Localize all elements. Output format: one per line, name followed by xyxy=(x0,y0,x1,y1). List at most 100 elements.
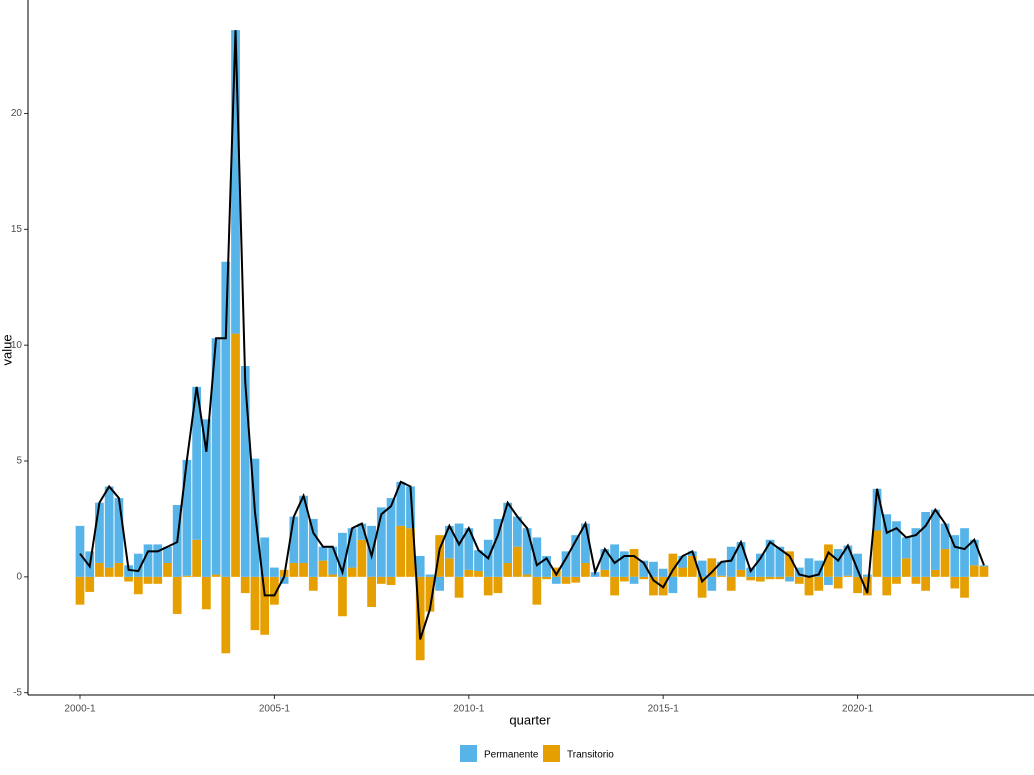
bar xyxy=(347,567,357,577)
bar xyxy=(940,523,950,550)
y-tick-label: 20 xyxy=(11,108,23,119)
bar xyxy=(649,561,658,577)
bar xyxy=(930,569,940,577)
bar xyxy=(483,576,493,596)
bar xyxy=(911,528,921,577)
bar xyxy=(299,562,308,577)
bar xyxy=(124,576,133,582)
bar xyxy=(746,576,756,581)
bar xyxy=(240,366,250,577)
bar xyxy=(697,576,707,598)
bar xyxy=(658,568,668,577)
bar xyxy=(143,576,153,584)
bar xyxy=(882,514,892,577)
bar xyxy=(260,576,270,635)
bar xyxy=(328,546,338,575)
bar xyxy=(862,574,872,577)
legend-label: Permanente xyxy=(484,750,539,761)
bar xyxy=(901,558,911,577)
legend-swatch xyxy=(543,745,560,762)
bar xyxy=(435,576,445,591)
bar xyxy=(979,565,989,567)
bar xyxy=(736,542,746,570)
bar xyxy=(872,488,882,531)
bar xyxy=(785,576,794,582)
bar xyxy=(75,576,85,605)
bar xyxy=(853,553,862,577)
bar xyxy=(503,502,513,563)
bar xyxy=(571,535,581,577)
bar xyxy=(114,562,124,577)
bar xyxy=(376,507,386,577)
bar xyxy=(425,574,435,577)
bar xyxy=(843,575,853,577)
bar xyxy=(950,535,960,577)
bar xyxy=(153,544,163,577)
bar xyxy=(192,539,202,577)
bar xyxy=(182,459,192,576)
y-tick-label: -5 xyxy=(13,687,22,698)
bar xyxy=(960,576,969,598)
bar xyxy=(649,576,658,596)
bar xyxy=(882,576,892,596)
y-tick-label: 5 xyxy=(16,456,22,467)
bar xyxy=(250,576,260,631)
bar xyxy=(600,549,610,570)
bar xyxy=(299,495,308,563)
bar xyxy=(474,550,483,572)
bar xyxy=(551,567,561,577)
bar xyxy=(785,551,794,577)
bar xyxy=(454,576,464,598)
bar xyxy=(542,556,551,577)
bar xyxy=(435,535,445,577)
x-tick-label: 2020-1 xyxy=(842,704,874,715)
bar xyxy=(561,576,571,584)
bar xyxy=(930,509,940,570)
bar xyxy=(804,576,814,596)
bar xyxy=(493,518,503,577)
bar xyxy=(133,576,143,595)
bar xyxy=(124,565,133,577)
bar xyxy=(406,486,415,529)
bar xyxy=(581,562,590,577)
x-tick-label: 2010-1 xyxy=(453,704,485,715)
bar xyxy=(911,576,921,584)
bar xyxy=(143,544,153,577)
bar xyxy=(308,576,318,591)
bar xyxy=(765,576,775,580)
bar xyxy=(551,576,561,584)
bar xyxy=(367,576,376,607)
bar xyxy=(182,575,192,577)
bar xyxy=(513,546,522,577)
bar xyxy=(522,574,532,577)
bar xyxy=(318,560,328,577)
bar xyxy=(231,333,240,577)
bar xyxy=(376,576,386,584)
bar xyxy=(824,544,833,577)
bar xyxy=(687,556,697,577)
bar xyxy=(571,576,581,583)
bar xyxy=(960,528,969,577)
bar xyxy=(464,569,474,577)
bar xyxy=(639,576,649,580)
bar xyxy=(289,516,299,563)
bar xyxy=(201,419,211,577)
bar xyxy=(396,525,406,577)
bar xyxy=(804,558,814,577)
bar xyxy=(357,539,367,577)
bar xyxy=(619,576,629,582)
bar xyxy=(843,545,853,576)
bar xyxy=(406,528,415,577)
bar xyxy=(221,576,231,654)
bar xyxy=(318,546,328,561)
bar xyxy=(308,518,318,577)
y-tick-label: 0 xyxy=(16,571,22,582)
bar xyxy=(678,567,688,577)
bar xyxy=(639,560,649,577)
bar xyxy=(503,562,513,577)
bar xyxy=(133,553,143,577)
bar xyxy=(454,523,464,577)
bar xyxy=(104,486,114,568)
bar xyxy=(610,576,619,596)
bar xyxy=(211,574,221,577)
